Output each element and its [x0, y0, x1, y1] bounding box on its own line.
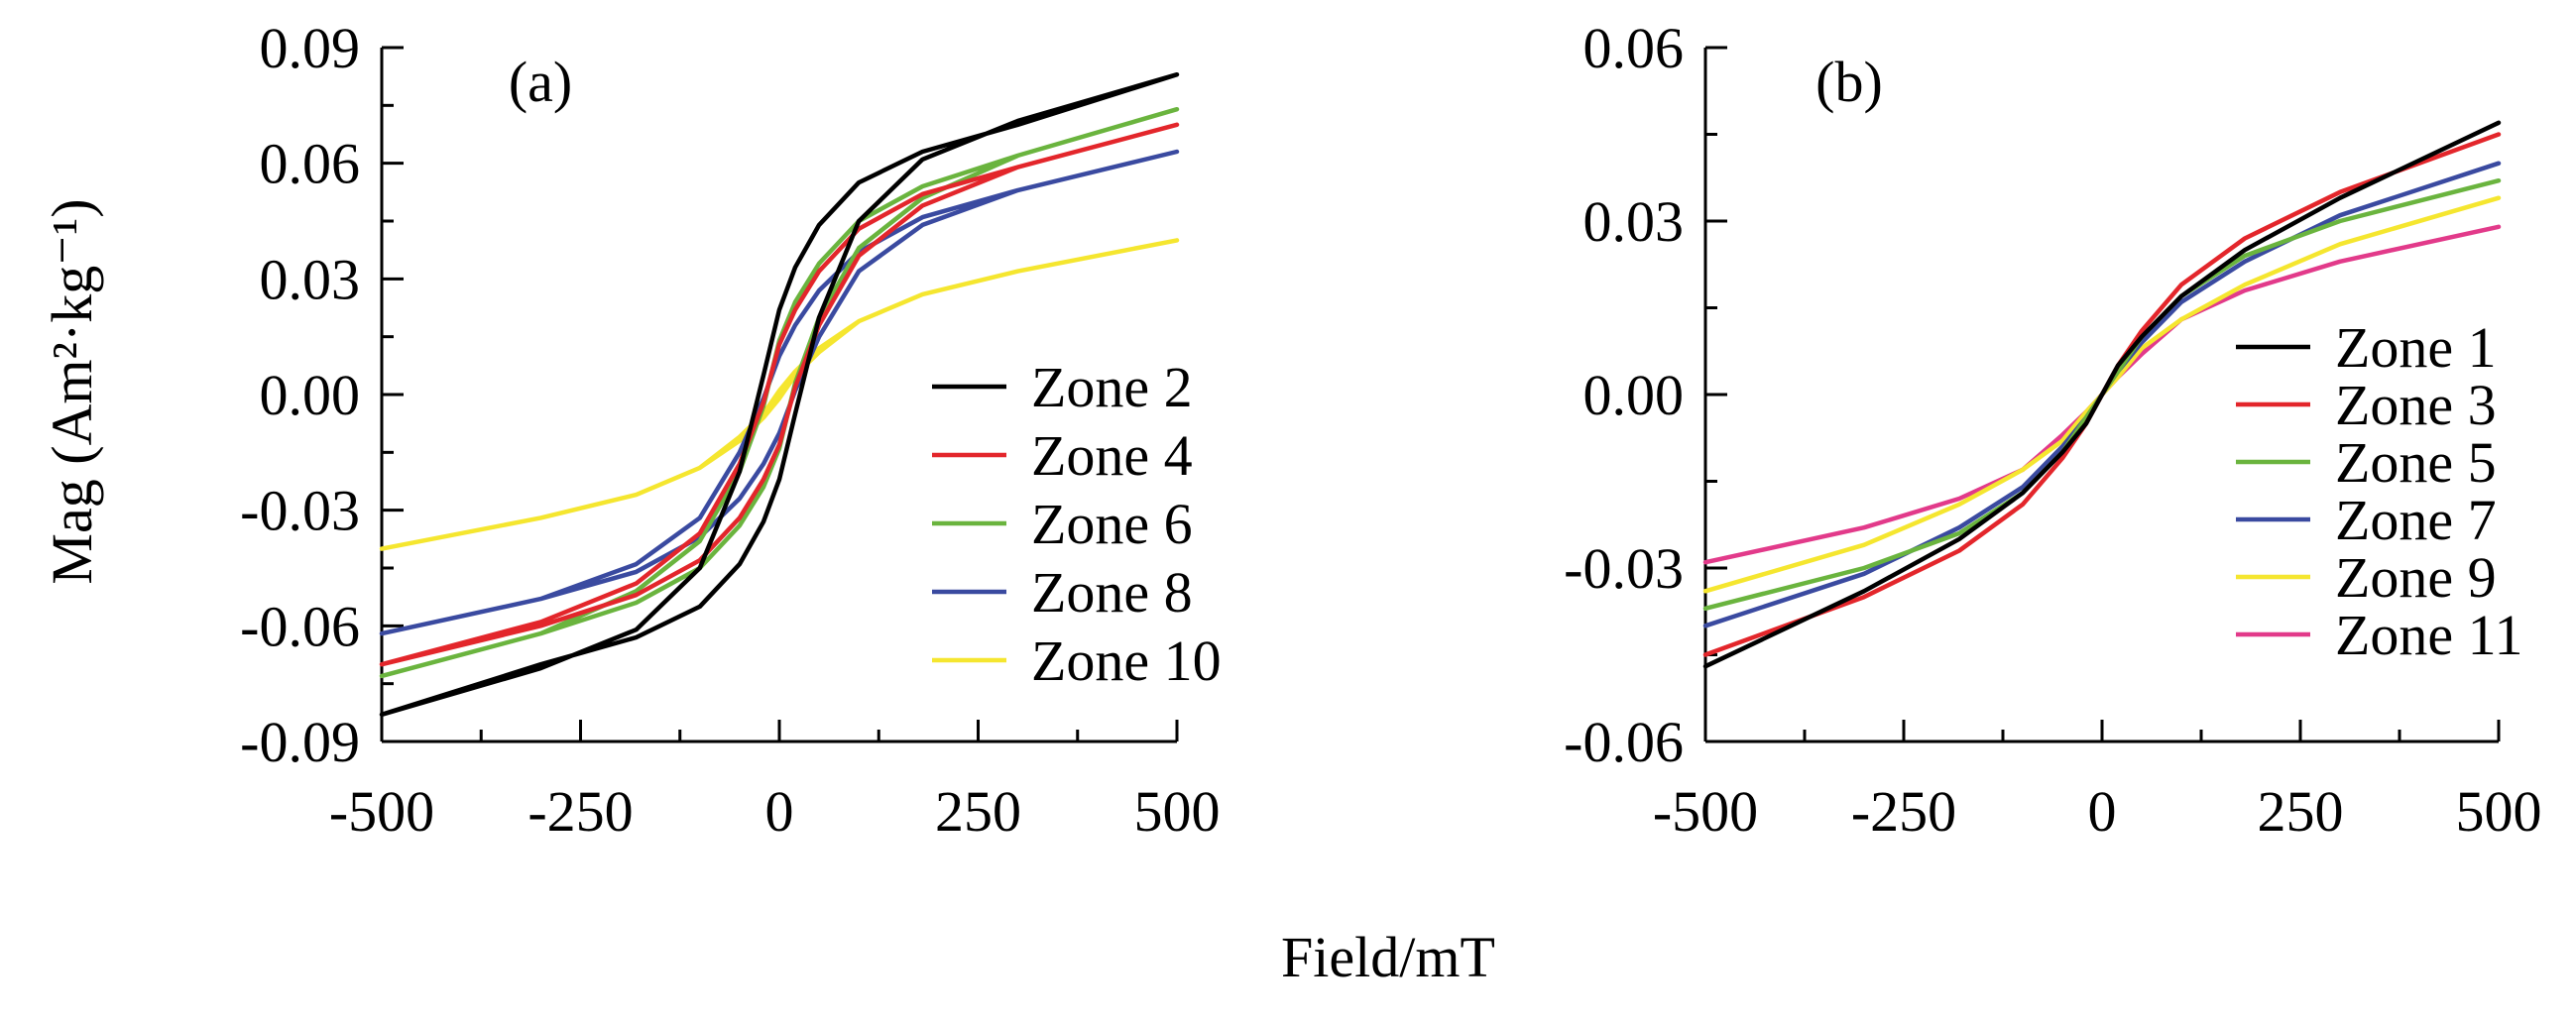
legend-label: Zone 1 — [2335, 315, 2497, 380]
y-tick-label: -0.06 — [1564, 710, 1684, 774]
legend-label: Zone 9 — [2335, 545, 2497, 610]
legend-label: Zone 5 — [2335, 430, 2497, 495]
panel-b: -0.06 -0.03 0.00 0.03 0.06 -500 -250 0 250 500 (b)… — [1564, 16, 2541, 844]
panel-label: (b) — [1815, 50, 1883, 114]
x-tick-label: 0 — [765, 779, 794, 844]
y-tick-label: 0.03 — [1583, 189, 1685, 254]
y-tick-label: -0.03 — [240, 479, 360, 543]
x-tick-label: 0 — [2088, 779, 2117, 844]
x-tick-label: -250 — [1851, 779, 1956, 844]
legend-label: Zone 3 — [2335, 373, 2497, 437]
y-tick-label: 0.00 — [1583, 363, 1685, 427]
y-tick-label: -0.03 — [1564, 536, 1684, 601]
y-tick-label: 0.06 — [1583, 16, 1685, 80]
x-tick-label: 500 — [2456, 779, 2542, 844]
x-tick-label: 250 — [2258, 779, 2344, 844]
y-tick-label: 0.06 — [260, 132, 361, 196]
legend-label: Zone 4 — [1031, 423, 1193, 488]
series-line-zone-2 — [379, 71, 1180, 718]
y-axis-title: Mag (Am²·kg⁻¹) — [40, 198, 104, 584]
legend-label: Zone 11 — [2335, 603, 2523, 667]
series-line-zone-10 — [379, 238, 1180, 551]
y-tick-label: 0.03 — [260, 247, 361, 311]
legend-label: Zone 2 — [1031, 355, 1193, 419]
legend-label: Zone 10 — [1031, 628, 1222, 693]
series-line-zone-8 — [379, 149, 1180, 636]
panel-label: (a) — [509, 50, 572, 114]
y-tick-label: -0.06 — [240, 594, 360, 658]
legend-label: Zone 8 — [1031, 560, 1193, 625]
y-tick-label: -0.09 — [240, 710, 360, 774]
y-tick-label: 0.09 — [260, 16, 361, 80]
series-line-zone-1 — [1702, 120, 2502, 669]
legend-label: Zone 7 — [2335, 488, 2497, 552]
x-axis-title: Field/mT — [1281, 925, 1495, 989]
panel-a: -0.09 -0.06 -0.03 0.00 0.03 0.06 0.09 -500 -250 0… — [240, 16, 1222, 844]
x-tick-label: -500 — [1653, 779, 1758, 844]
legend-label: Zone 6 — [1031, 492, 1193, 556]
x-tick-label: -250 — [527, 779, 633, 844]
x-tick-label: 500 — [1134, 779, 1221, 844]
y-tick-label: 0.00 — [260, 363, 361, 427]
x-tick-label: 250 — [935, 779, 1021, 844]
x-tick-label: -500 — [329, 779, 434, 844]
